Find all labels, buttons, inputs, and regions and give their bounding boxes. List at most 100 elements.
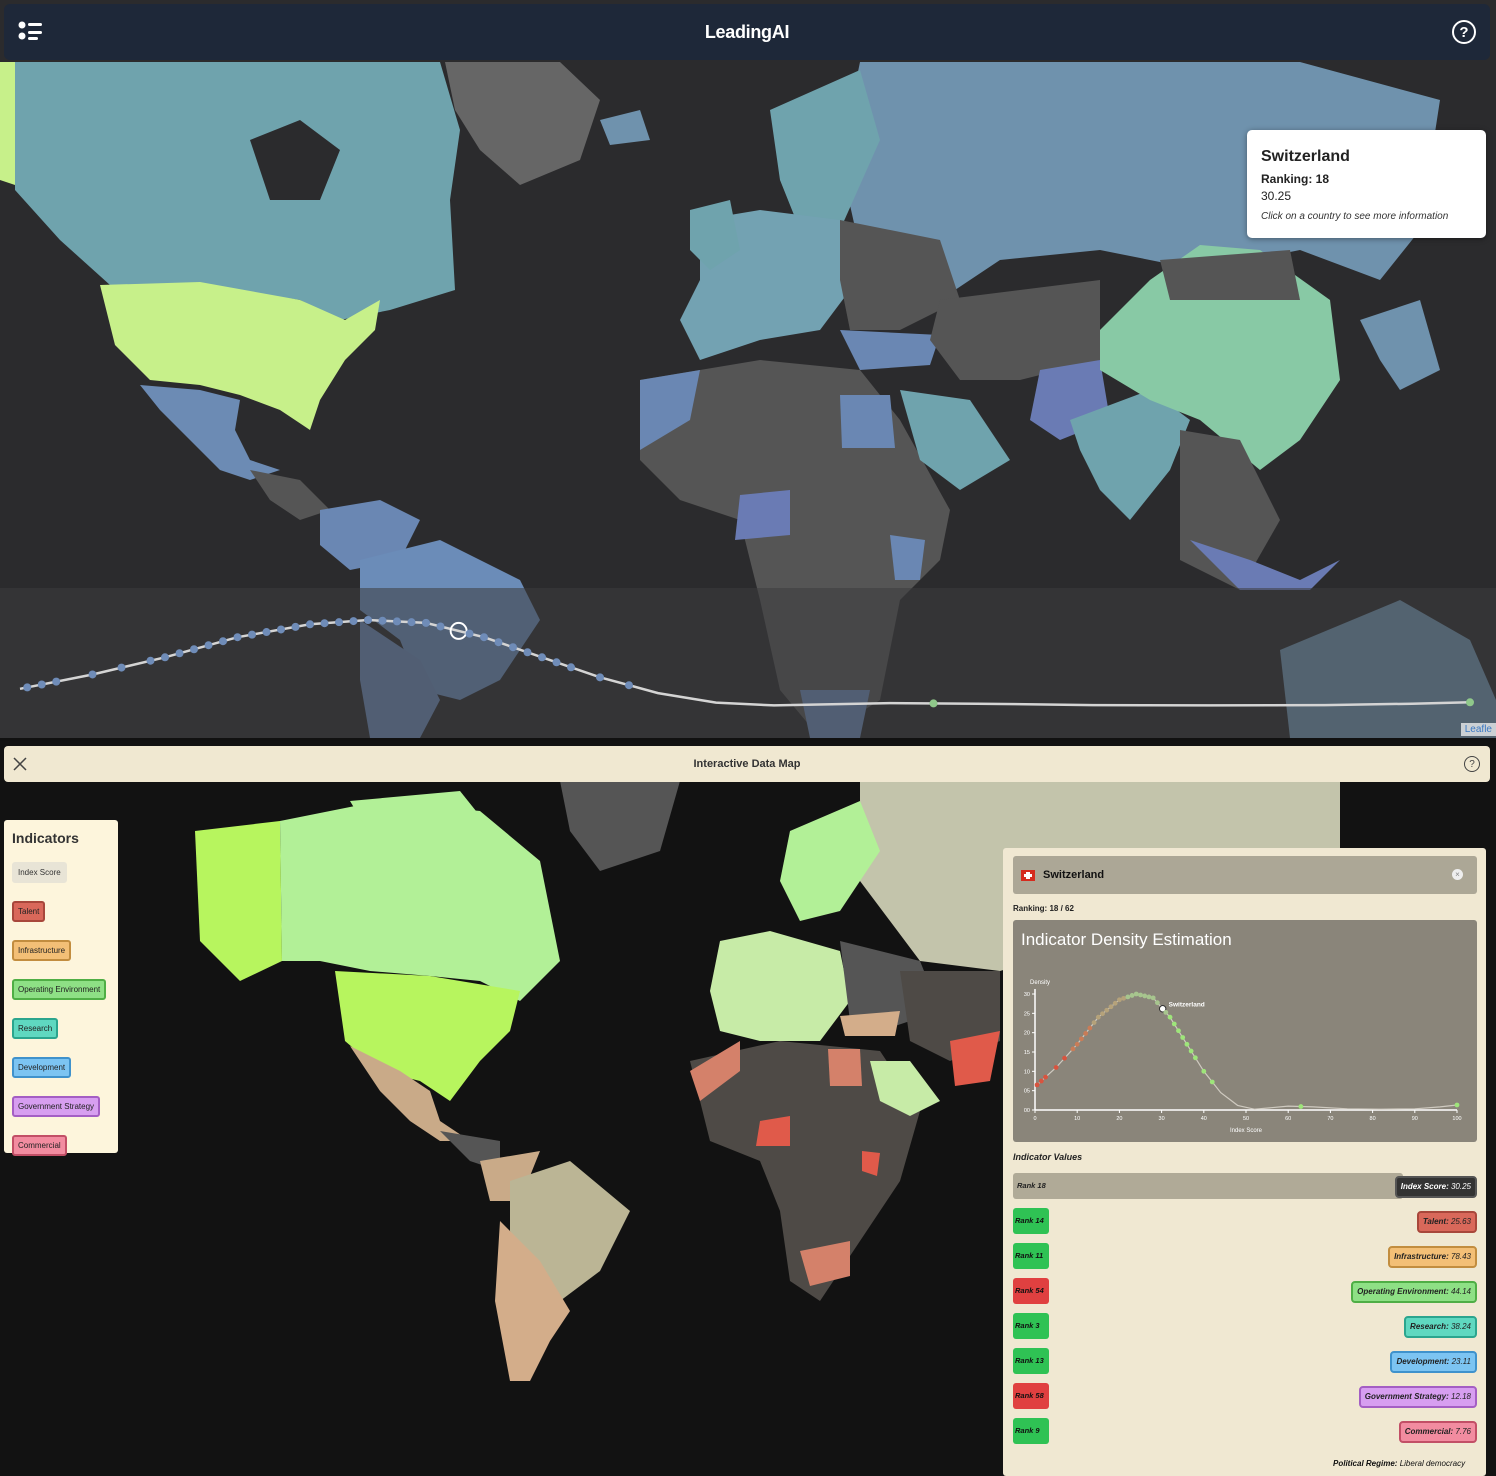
data-point[interactable] (1192, 1055, 1198, 1061)
country-mexico-b[interactable] (350, 1046, 470, 1141)
top-data-point[interactable] (146, 656, 155, 665)
indicator-button[interactable]: Index Score (12, 862, 67, 883)
data-point[interactable] (1171, 1021, 1177, 1027)
top-data-point[interactable] (233, 633, 242, 642)
data-point[interactable] (1133, 991, 1139, 997)
region-africa-b[interactable] (690, 1041, 920, 1301)
data-point[interactable] (1108, 1004, 1114, 1010)
indicator-value-chip[interactable]: Development: 23.11 (1390, 1351, 1477, 1373)
top-data-point[interactable] (219, 637, 227, 646)
data-point[interactable] (1154, 1000, 1160, 1006)
data-point[interactable] (1201, 1068, 1207, 1074)
top-data-point[interactable] (567, 663, 575, 672)
country-kenya[interactable] (890, 535, 925, 580)
data-point[interactable] (1053, 1065, 1059, 1070)
top-data-point[interactable] (335, 618, 343, 627)
data-point[interactable] (1087, 1025, 1093, 1031)
top-data-point[interactable] (52, 677, 61, 686)
country-usa-b[interactable] (335, 971, 520, 1101)
indicator-button[interactable]: Government Strategy (12, 1096, 101, 1117)
country-morocco[interactable] (640, 370, 700, 450)
region-central-america[interactable] (250, 470, 330, 520)
data-point[interactable] (1298, 1104, 1304, 1109)
country-saudi-arabia-b[interactable] (870, 1061, 940, 1116)
indicator-value-chip[interactable]: Government Strategy: 12.18 (1358, 1386, 1477, 1408)
country-canada-b[interactable] (280, 801, 560, 1001)
country-nigeria[interactable] (735, 490, 790, 540)
data-point[interactable] (1142, 993, 1148, 999)
top-data-point[interactable] (320, 619, 329, 628)
top-data-point[interactable] (378, 616, 387, 625)
top-data-point[interactable] (929, 699, 938, 708)
country-pakistan-b[interactable] (950, 1031, 1000, 1086)
indicator-button[interactable]: Infrastructure (12, 940, 72, 961)
country-kenya-b[interactable] (862, 1151, 880, 1176)
top-data-point[interactable] (117, 663, 126, 672)
data-point[interactable] (1150, 995, 1156, 1001)
data-point[interactable] (1146, 994, 1152, 1000)
country-uk[interactable] (690, 200, 740, 270)
top-data-point[interactable] (306, 620, 314, 629)
top-data-point[interactable] (480, 633, 488, 642)
top-data-point[interactable] (436, 622, 445, 631)
data-point[interactable] (1100, 1011, 1105, 1017)
top-data-point[interactable] (509, 643, 517, 652)
data-point[interactable] (1180, 1035, 1186, 1040)
indicator-value-chip[interactable]: Operating Environment: 44.14 (1351, 1281, 1477, 1303)
indicator-value-chip[interactable]: Commercial: 7.76 (1398, 1421, 1477, 1443)
top-data-point[interactable] (407, 618, 416, 627)
leaflet-attribution-link[interactable]: Leafle (1460, 723, 1496, 736)
data-point[interactable] (1121, 995, 1127, 1001)
data-point[interactable] (1129, 993, 1135, 998)
top-data-point[interactable] (1466, 698, 1474, 707)
country-indonesia[interactable] (1190, 540, 1340, 590)
indicator-value-chip[interactable]: Talent: 25.63 (1416, 1211, 1477, 1233)
region-middle-east[interactable] (930, 280, 1100, 380)
country-saudi-arabia[interactable] (900, 390, 1010, 490)
data-point[interactable] (1184, 1041, 1190, 1047)
index-score-value[interactable]: Index Score: 30.25 (1394, 1176, 1477, 1198)
indicator-button[interactable]: Operating Environment (12, 979, 107, 1000)
top-data-point[interactable] (552, 658, 561, 667)
country-turkey-b[interactable] (840, 1011, 900, 1036)
data-point[interactable] (1117, 997, 1122, 1003)
help-icon[interactable]: ? (1464, 756, 1480, 772)
top-data-point[interactable] (88, 670, 97, 679)
indicator-button[interactable]: Commercial (12, 1135, 67, 1156)
menu-list-icon[interactable] (18, 20, 44, 42)
data-point[interactable] (1095, 1014, 1101, 1020)
top-data-point[interactable] (175, 649, 184, 658)
country-south-africa-b[interactable] (800, 1241, 850, 1286)
data-point[interactable] (1104, 1007, 1110, 1013)
data-point[interactable] (1083, 1031, 1089, 1036)
top-data-point[interactable] (204, 641, 213, 650)
highlight-point[interactable] (1158, 1005, 1167, 1013)
country-alaska[interactable] (0, 62, 15, 185)
data-point[interactable] (1070, 1046, 1076, 1052)
data-point[interactable] (1454, 1102, 1460, 1108)
country-canada-islands-b[interactable] (350, 791, 500, 871)
country-iceland[interactable] (600, 110, 650, 145)
region-scandinavia[interactable] (770, 70, 880, 230)
data-point[interactable] (1091, 1020, 1097, 1026)
help-icon[interactable]: ? (1452, 20, 1476, 44)
data-point[interactable] (1176, 1028, 1181, 1034)
top-data-point[interactable] (393, 617, 401, 626)
top-data-point[interactable] (538, 653, 546, 662)
country-india[interactable] (1070, 390, 1190, 520)
data-point[interactable] (1188, 1048, 1194, 1054)
top-data-point[interactable] (364, 616, 372, 624)
country-canada[interactable] (15, 62, 460, 320)
data-point[interactable] (1125, 994, 1131, 1000)
data-point[interactable] (1062, 1055, 1067, 1061)
country-greenland-b[interactable] (560, 781, 680, 871)
country-nigeria-b[interactable] (756, 1116, 790, 1146)
country-turkey[interactable] (840, 330, 940, 370)
indicator-button[interactable]: Talent (12, 901, 46, 922)
top-data-point[interactable] (23, 683, 32, 692)
region-scandinavia-b[interactable] (780, 801, 880, 921)
indicator-button[interactable]: Research (12, 1018, 59, 1039)
top-data-point[interactable] (625, 681, 633, 690)
top-data-point[interactable] (190, 645, 198, 654)
top-data-point[interactable] (523, 648, 532, 657)
